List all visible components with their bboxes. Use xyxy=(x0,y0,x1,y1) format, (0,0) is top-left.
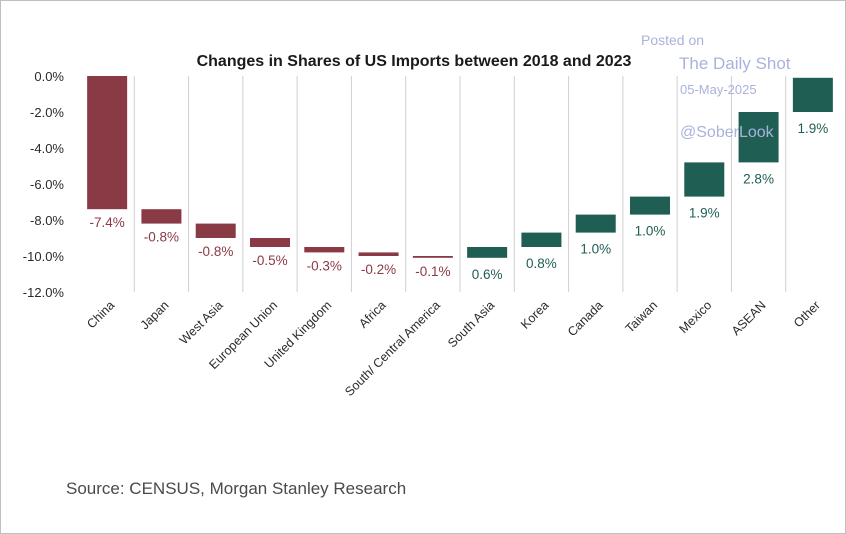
x-tick-label-west-asia: West Asia xyxy=(177,298,226,347)
data-label-other: 1.9% xyxy=(797,121,828,136)
bar-european-union xyxy=(250,238,290,247)
data-label-china: -7.4% xyxy=(90,215,125,230)
y-tick-label: -2.0% xyxy=(30,105,64,120)
data-label-canada: 1.0% xyxy=(580,242,611,257)
y-tick-label: 0.0% xyxy=(34,69,64,84)
data-label-south-asia: 0.6% xyxy=(472,267,503,282)
data-label-africa: -0.2% xyxy=(361,262,396,277)
x-tick-label-other: Other xyxy=(791,298,823,330)
y-tick-label: -12.0% xyxy=(23,285,65,300)
data-label-west-asia: -0.8% xyxy=(198,244,233,259)
bar-other xyxy=(792,77,833,112)
bar-canada xyxy=(575,214,616,233)
y-tick-label: -8.0% xyxy=(30,213,64,228)
watermark-posted-on: Posted on xyxy=(641,32,705,48)
watermark-handle: @SoberLook xyxy=(680,124,774,141)
watermark-date: 05-May-2025 xyxy=(680,82,757,97)
y-tick-label: -4.0% xyxy=(30,141,64,156)
bar-africa xyxy=(358,252,399,256)
x-tick-label-asean: ASEAN xyxy=(729,298,769,338)
x-tick-label-south-central-america: South/ Central America xyxy=(342,298,443,399)
bars xyxy=(87,76,833,258)
data-label-european-union: -0.5% xyxy=(252,253,287,268)
category-dividers xyxy=(133,76,787,292)
watermark-publication: The Daily Shot xyxy=(679,54,791,73)
data-label-united-kingdom: -0.3% xyxy=(307,258,342,273)
y-axis: 0.0% -2.0% -4.0% -6.0% -8.0% -10.0% -12.0% xyxy=(23,69,65,300)
source-note: Source: CENSUS, Morgan Stanley Research xyxy=(66,479,407,498)
x-tick-label-south-asia: South Asia xyxy=(445,298,497,350)
bar-south-asia xyxy=(467,247,508,258)
bar-china xyxy=(87,76,128,210)
bar-south-central-america xyxy=(412,256,453,258)
data-label-taiwan: 1.0% xyxy=(635,224,666,239)
x-tick-label-china: China xyxy=(84,298,117,331)
bar-asean xyxy=(738,112,779,163)
data-labels: -7.4% -0.8% -0.8% -0.5% -0.3% -0.2% -0.1% 0.6% 0… xyxy=(90,121,829,282)
data-label-japan: -0.8% xyxy=(144,230,179,245)
bar-united-kingdom xyxy=(304,247,345,253)
bar-japan xyxy=(141,209,182,224)
x-tick-label-japan: Japan xyxy=(138,298,172,332)
x-tick-label-africa: Africa xyxy=(356,298,389,331)
bar-korea xyxy=(521,232,562,247)
bar-taiwan xyxy=(630,196,670,215)
data-label-south-central-america: -0.1% xyxy=(415,264,450,279)
bar-west-asia xyxy=(195,223,236,238)
y-tick-label: -10.0% xyxy=(23,249,65,264)
x-tick-label-canada: Canada xyxy=(565,298,606,339)
x-tick-label-taiwan: Taiwan xyxy=(623,298,660,335)
data-label-asean: 2.8% xyxy=(743,171,774,186)
bar-mexico xyxy=(684,162,725,197)
chart-title: Changes in Shares of US Imports between … xyxy=(197,53,632,70)
x-tick-label-korea: Korea xyxy=(518,298,552,332)
data-label-mexico: 1.9% xyxy=(689,206,720,221)
x-tick-label-mexico: Mexico xyxy=(677,298,715,336)
data-label-korea: 0.8% xyxy=(526,256,557,271)
y-tick-label: -6.0% xyxy=(30,177,64,192)
